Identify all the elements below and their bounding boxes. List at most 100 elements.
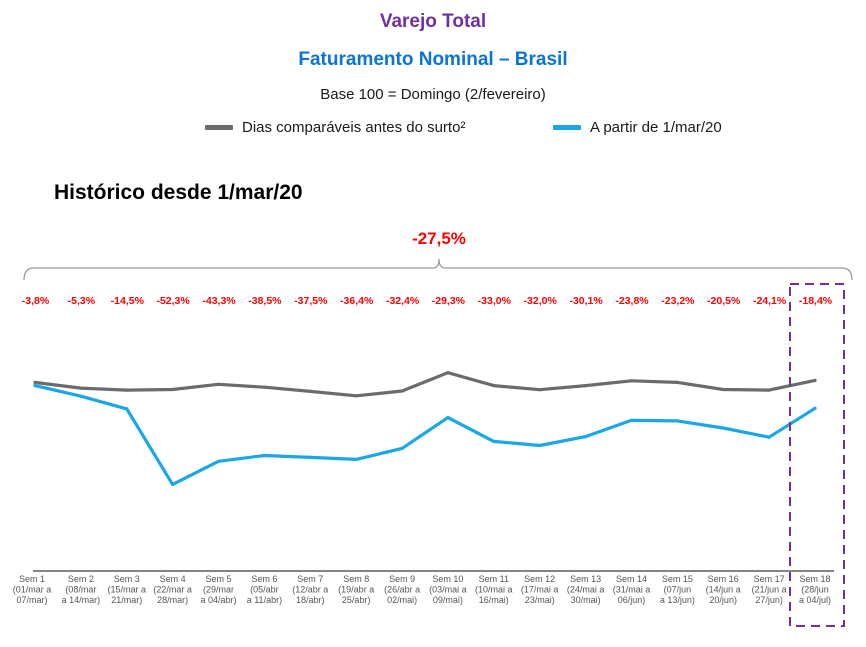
x-tick-sublabel: 20/jun) — [709, 595, 737, 605]
x-tick-sublabel: (19/abr a — [338, 585, 374, 595]
x-tick-sublabel: (26/abr a — [384, 585, 420, 595]
x-tick-label: Sem 4 — [160, 574, 186, 584]
total-brace — [23, 258, 853, 281]
x-tick-sublabel: (01/mar a — [13, 585, 52, 595]
data-point — [538, 388, 542, 392]
x-tick-sublabel: 25/abr) — [342, 595, 371, 605]
x-tick-label: Sem 13 — [570, 574, 601, 584]
data-point — [675, 419, 680, 423]
x-tick-sublabel: (17/mai a — [521, 585, 559, 595]
legend-item-after: A partir de 1/mar/20 — [553, 117, 722, 137]
variation-label: -29,3% — [432, 295, 466, 307]
data-point — [354, 457, 358, 461]
variation-label: -3,8% — [22, 295, 50, 307]
variation-label: -18,4% — [799, 295, 833, 307]
x-tick-sublabel: (29/mar — [203, 585, 234, 595]
variation-label: -38,5% — [248, 295, 282, 307]
variation-label: -36,4% — [340, 295, 374, 307]
data-point — [308, 455, 312, 459]
x-tick-sublabel: a 11/abr) — [247, 595, 282, 605]
data-point — [721, 387, 725, 392]
data-point — [171, 387, 175, 392]
x-tick-sublabel: 09/mai) — [433, 595, 463, 605]
x-tick-sublabel: a 13/jun) — [660, 595, 695, 605]
data-point — [262, 385, 266, 389]
variation-label: -32,4% — [386, 295, 420, 307]
x-tick-label: Sem 17 — [754, 574, 785, 584]
x-tick-sublabel: 06/jun) — [618, 595, 646, 605]
data-point — [721, 426, 725, 430]
x-tick-label: Sem 3 — [114, 574, 140, 584]
x-tick-label: Sem 8 — [343, 574, 369, 584]
x-tick-sublabel: 18/abr) — [296, 595, 325, 605]
x-tick-sublabel: 07/mar) — [16, 595, 47, 605]
data-point — [538, 443, 542, 448]
data-point — [216, 459, 221, 463]
variation-label: -20,5% — [707, 295, 741, 307]
data-point — [446, 416, 450, 420]
x-tick-label: Sem 11 — [479, 574, 509, 584]
x-tick-label: Sem 6 — [251, 574, 277, 584]
x-tick-sublabel: a 14/mar) — [62, 595, 101, 605]
variation-label: -23,2% — [661, 295, 695, 307]
series-line-before — [33, 371, 817, 398]
data-point — [354, 394, 358, 398]
x-tick-sublabel: 28/mar) — [157, 595, 188, 605]
data-point — [629, 379, 634, 383]
data-point — [400, 446, 404, 450]
chart-title: Varejo Total — [379, 11, 487, 32]
data-point — [400, 389, 404, 393]
variation-label: -24,1% — [753, 295, 787, 307]
x-tick-sublabel: a 04/jul) — [799, 595, 831, 605]
data-point — [216, 382, 221, 386]
variation-label: -5,3% — [68, 295, 96, 307]
x-tick-sublabel: (14/jun a — [706, 585, 741, 595]
legend-swatch-after — [553, 124, 581, 130]
data-point — [33, 384, 37, 388]
data-point — [584, 435, 588, 439]
x-tick-sublabel: (21/jun a — [752, 585, 787, 595]
x-tick-label: Sem 2 — [68, 574, 94, 584]
x-tick-sublabel: 02/mai) — [387, 595, 417, 605]
variation-label: -23,8% — [615, 295, 649, 307]
variation-label: -43,3% — [202, 295, 236, 307]
x-tick-sublabel: (08/mar — [65, 585, 96, 595]
data-point — [492, 439, 496, 443]
variation-label: -52,3% — [156, 295, 190, 307]
data-point — [584, 384, 588, 388]
data-point — [767, 388, 771, 392]
variation-label: -32,0% — [524, 295, 558, 307]
section-title: Histórico desde 1/mar/20 — [54, 181, 303, 204]
x-tick-label: Sem 1 — [19, 574, 45, 584]
data-point — [675, 380, 680, 384]
legend-label-after: A partir de 1/mar/20 — [590, 118, 722, 136]
legend-label-before: Dias comparáveis antes do surto² — [242, 118, 466, 136]
data-point — [308, 389, 312, 393]
data-point — [125, 388, 129, 392]
data-point — [813, 378, 817, 382]
data-point — [79, 394, 83, 398]
x-tick-label: Sem 15 — [662, 574, 693, 584]
x-tick-label: Sem 10 — [432, 574, 463, 584]
series-line-after — [33, 384, 817, 486]
x-tick-label: Sem 12 — [524, 574, 555, 584]
x-tick-sublabel: (10/mai a — [475, 585, 513, 595]
x-tick-sublabel: (07/jun — [664, 585, 692, 595]
data-point — [125, 407, 129, 411]
x-tick-label: Sem 9 — [389, 574, 415, 584]
highlight-box-sem18 — [789, 283, 845, 627]
x-tick-sublabel: 16/mai) — [479, 595, 509, 605]
data-point — [79, 386, 83, 390]
total-variation-label: -27,5% — [412, 229, 466, 248]
x-tick-label: Sem 16 — [708, 574, 739, 584]
x-tick-label: Sem 18 — [799, 574, 830, 584]
x-tick-label: Sem 5 — [205, 574, 231, 584]
x-tick-sublabel: (03/mai a — [429, 585, 467, 595]
variation-label: -33,0% — [478, 295, 512, 307]
variation-label: -30,1% — [569, 295, 603, 307]
data-point — [171, 482, 175, 486]
x-tick-sublabel: 27/jun) — [755, 595, 783, 605]
variation-label: -14,5% — [111, 295, 145, 307]
x-tick-sublabel: (24/mai a — [567, 585, 605, 595]
